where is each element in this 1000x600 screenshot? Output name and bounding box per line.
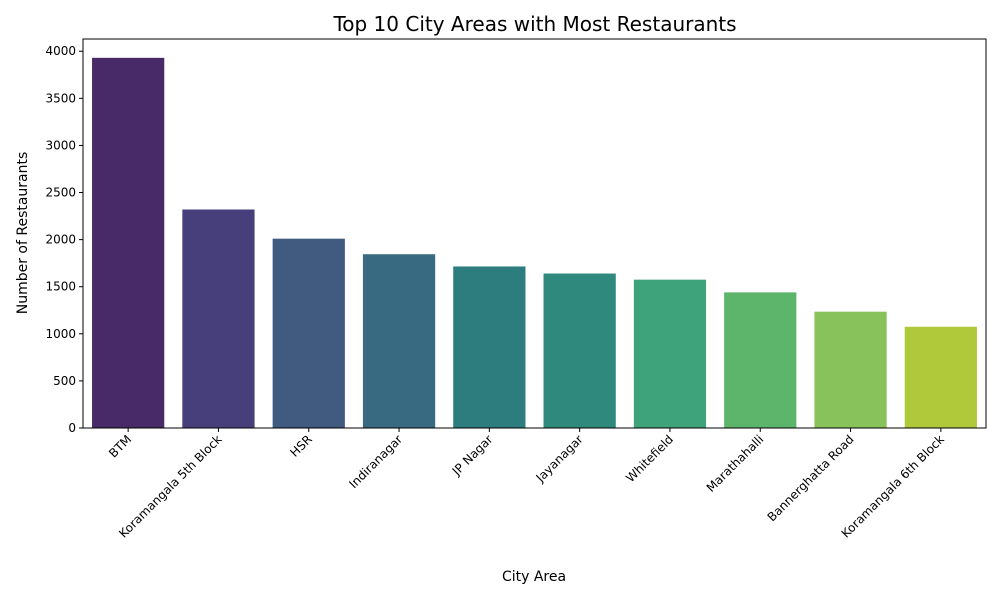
y-axis-title: Number of Restaurants <box>15 152 31 315</box>
bar <box>92 57 165 429</box>
bar <box>814 311 887 428</box>
bars-group <box>92 57 977 429</box>
plot-frame <box>82 38 987 429</box>
y-axis: 0 500 1000 1500 2000 2500 3000 3500 4000 <box>45 44 83 435</box>
bar <box>633 279 707 428</box>
y-tick-label: 2500 <box>45 186 76 200</box>
bar <box>362 254 436 428</box>
bar <box>904 326 977 428</box>
y-tick-label: 3000 <box>45 138 76 152</box>
y-tick-label: 500 <box>53 374 76 388</box>
bar <box>272 238 345 428</box>
y-tick-label: 1000 <box>45 327 76 341</box>
y-tick-label: 0 <box>68 421 76 435</box>
x-tick-label: Jayanagar <box>533 432 586 485</box>
y-tick-label: 2000 <box>45 233 76 247</box>
x-tick-label: Koramangala 5th Block <box>116 432 224 540</box>
bar <box>453 266 526 428</box>
x-tick-label: Whitefield <box>623 432 676 485</box>
x-tick-label: HSR <box>287 432 315 460</box>
x-axis-title: City Area <box>502 569 566 585</box>
y-tick-label: 4000 <box>45 44 76 58</box>
chart-title: Top 10 City Areas with Most Restaurants <box>332 12 736 36</box>
y-tick-label: 1500 <box>45 280 76 294</box>
bar <box>543 273 616 428</box>
x-tick-label: JP Nagar <box>449 432 496 479</box>
x-tick-label: Marathahalli <box>704 432 767 495</box>
x-tick-label: Koramangala 6th Block <box>839 432 947 540</box>
x-tick-label: Indiranagar <box>346 432 405 491</box>
bar <box>182 209 255 428</box>
y-tick-label: 3500 <box>45 91 76 105</box>
x-tick-label: Bannerghatta Road <box>765 432 857 524</box>
x-tick-label: BTM <box>106 432 134 460</box>
bar <box>724 292 797 428</box>
